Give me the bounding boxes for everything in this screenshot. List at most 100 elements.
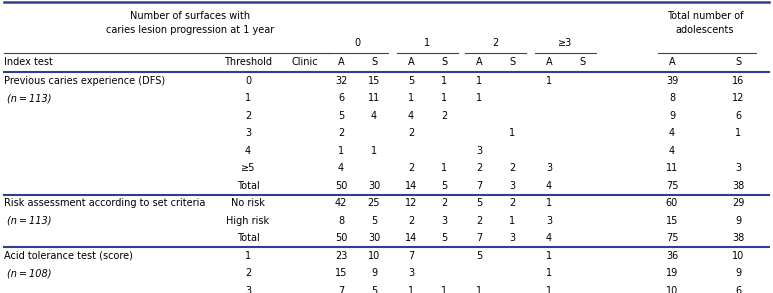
Text: 5: 5: [371, 216, 377, 226]
Text: 50: 50: [335, 181, 347, 191]
Text: 5: 5: [408, 76, 414, 86]
Text: 4: 4: [371, 111, 377, 121]
Text: 3: 3: [408, 268, 414, 278]
Text: 6: 6: [338, 93, 344, 103]
Text: 36: 36: [666, 251, 678, 261]
Text: 5: 5: [476, 198, 482, 208]
Text: 7: 7: [338, 286, 344, 293]
Text: S: S: [735, 57, 741, 67]
Text: A: A: [546, 57, 553, 67]
Text: 30: 30: [368, 233, 380, 243]
Text: 4: 4: [408, 111, 414, 121]
Text: 38: 38: [732, 181, 744, 191]
Text: 5: 5: [476, 251, 482, 261]
Text: 3: 3: [735, 163, 741, 173]
Text: 9: 9: [669, 111, 675, 121]
Text: 75: 75: [666, 233, 678, 243]
Text: 1: 1: [245, 251, 251, 261]
Text: Number of surfaces with: Number of surfaces with: [130, 11, 250, 21]
Text: 19: 19: [666, 268, 678, 278]
Text: 5: 5: [371, 286, 377, 293]
Text: 2: 2: [441, 198, 447, 208]
Text: 75: 75: [666, 181, 678, 191]
Text: 32: 32: [335, 76, 347, 86]
Text: 1: 1: [509, 216, 515, 226]
Text: 10: 10: [368, 251, 380, 261]
Text: adolescents: adolescents: [676, 25, 734, 35]
Text: caries lesion progression at 1 year: caries lesion progression at 1 year: [106, 25, 274, 35]
Text: 25: 25: [368, 198, 380, 208]
Text: 60: 60: [666, 198, 678, 208]
Text: 1: 1: [441, 163, 447, 173]
Text: A: A: [475, 57, 482, 67]
Text: 12: 12: [732, 93, 744, 103]
Text: 1: 1: [408, 93, 414, 103]
Text: 1: 1: [476, 93, 482, 103]
Text: 1: 1: [424, 38, 431, 48]
Text: 1: 1: [476, 286, 482, 293]
Text: ≥3: ≥3: [558, 38, 573, 48]
Text: 2: 2: [408, 216, 414, 226]
Text: 9: 9: [735, 216, 741, 226]
Text: 15: 15: [335, 268, 347, 278]
Text: Total: Total: [237, 233, 260, 243]
Text: 1: 1: [371, 146, 377, 156]
Text: A: A: [338, 57, 344, 67]
Text: 2: 2: [245, 268, 251, 278]
Text: 2: 2: [492, 38, 499, 48]
Text: 1: 1: [441, 76, 447, 86]
Text: 4: 4: [546, 233, 552, 243]
Text: 16: 16: [732, 76, 744, 86]
Text: 3: 3: [245, 286, 251, 293]
Text: 1: 1: [245, 93, 251, 103]
Text: 30: 30: [368, 181, 380, 191]
Text: 7: 7: [476, 181, 482, 191]
Text: 7: 7: [408, 251, 414, 261]
Text: 1: 1: [546, 286, 552, 293]
Text: A: A: [669, 57, 676, 67]
Text: 15: 15: [368, 76, 380, 86]
Text: Clinic: Clinic: [291, 57, 318, 67]
Text: 38: 38: [732, 233, 744, 243]
Text: 3: 3: [509, 181, 515, 191]
Text: 1: 1: [441, 93, 447, 103]
Text: 2: 2: [476, 216, 482, 226]
Text: 4: 4: [338, 163, 344, 173]
Text: 3: 3: [509, 233, 515, 243]
Text: 1: 1: [441, 286, 447, 293]
Text: (n = 113): (n = 113): [7, 93, 52, 103]
Text: 8: 8: [338, 216, 344, 226]
Text: ≥5: ≥5: [241, 163, 255, 173]
Text: 1: 1: [546, 198, 552, 208]
Text: 5: 5: [441, 233, 447, 243]
Text: 14: 14: [405, 181, 417, 191]
Text: 8: 8: [669, 93, 675, 103]
Text: Total: Total: [237, 181, 260, 191]
Text: 50: 50: [335, 233, 347, 243]
Text: 23: 23: [335, 251, 347, 261]
Text: 6: 6: [735, 111, 741, 121]
Text: (n = 108): (n = 108): [7, 268, 52, 278]
Text: 1: 1: [338, 146, 344, 156]
Text: 10: 10: [666, 286, 678, 293]
Text: 5: 5: [441, 181, 447, 191]
Text: 14: 14: [405, 233, 417, 243]
Text: 4: 4: [669, 128, 675, 138]
Text: 5: 5: [338, 111, 344, 121]
Text: S: S: [579, 57, 585, 67]
Text: 3: 3: [476, 146, 482, 156]
Text: S: S: [441, 57, 447, 67]
Text: 42: 42: [335, 198, 347, 208]
Text: 1: 1: [735, 128, 741, 138]
Text: 7: 7: [476, 233, 482, 243]
Text: 2: 2: [408, 163, 414, 173]
Text: 15: 15: [666, 216, 678, 226]
Text: 2: 2: [408, 128, 414, 138]
Text: 39: 39: [666, 76, 678, 86]
Text: 9: 9: [735, 268, 741, 278]
Text: 4: 4: [669, 146, 675, 156]
Text: Total number of: Total number of: [667, 11, 744, 21]
Text: 10: 10: [732, 251, 744, 261]
Text: 2: 2: [509, 163, 515, 173]
Text: 3: 3: [546, 163, 552, 173]
